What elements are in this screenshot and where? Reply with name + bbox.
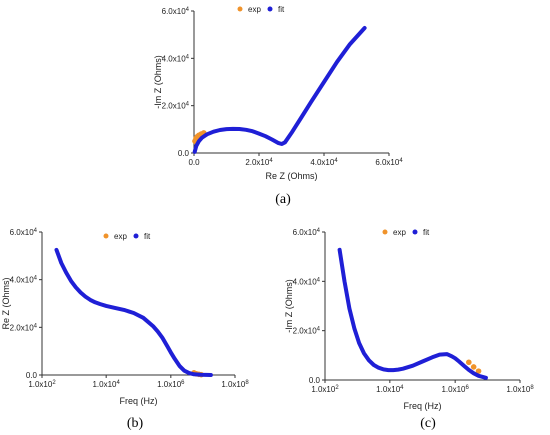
legend-fit-label: fit <box>423 228 430 237</box>
y-tick-label: 0.0 <box>26 371 38 380</box>
x-tick-label: 1.0x104 <box>92 380 120 389</box>
fit-series-line <box>337 247 488 380</box>
legend-fit-marker <box>133 233 139 239</box>
legend-exp-marker <box>103 233 109 239</box>
x-tick-label: 1.0x106 <box>157 380 185 389</box>
chart-panel-b: 0.0 2.0x104 4.0x104 6.0x104 1.0x102 1.0x104 1.… <box>1 228 249 431</box>
x-axis-title: Re Z (Ohms) <box>265 171 317 181</box>
y-tick-label: 2.0x104 <box>162 102 190 111</box>
fit-series-line <box>54 247 213 377</box>
legend-exp-label: exp <box>114 232 127 241</box>
y-tick-label: 0.0 <box>178 149 190 158</box>
legend: exp fit <box>237 5 285 14</box>
y-tick-label: 0.0 <box>309 376 321 385</box>
y-tick-label: 2.0x104 <box>293 327 321 336</box>
legend-fit-label: fit <box>144 232 151 241</box>
legend-fit-marker <box>267 6 273 12</box>
y-tick-label: 6.0x104 <box>10 228 38 237</box>
legend-fit-label: fit <box>278 5 285 14</box>
x-tick-label: 0.0 <box>188 158 200 167</box>
x-tick-label: 1.0x104 <box>376 385 404 394</box>
x-tick-label: 1.0x106 <box>441 385 469 394</box>
legend-exp-marker <box>382 229 388 235</box>
y-axis-title: -Im Z (Ohms) <box>284 279 294 333</box>
y-axis-title: Re Z (Ohms) <box>1 277 11 329</box>
panel-label: (c) <box>420 416 436 431</box>
legend-exp-label: exp <box>248 5 261 14</box>
legend-exp-label: exp <box>393 228 406 237</box>
x-tick-label: 1.0x102 <box>28 380 56 389</box>
y-tick-label: 6.0x104 <box>162 7 190 16</box>
y-axis-title: -Im Z (Ohms) <box>153 55 163 109</box>
x-tick-label: 6.0x104 <box>375 158 403 167</box>
panel-label: (b) <box>127 416 144 431</box>
legend: exp fit <box>103 232 151 241</box>
chart-panel-a: 0.0 2.0x104 4.0x104 6.0x104 0.0 2.0x104 4.0x10… <box>153 5 403 207</box>
legend-fit-marker <box>412 229 418 235</box>
exp-data-point <box>466 359 472 366</box>
legend-exp-marker <box>237 6 243 12</box>
fit-series-line <box>192 26 367 154</box>
x-tick-label: 1.0x108 <box>221 380 249 389</box>
x-tick-label: 1.0x102 <box>311 385 339 394</box>
legend: exp fit <box>382 228 430 237</box>
x-tick-label: 1.0x108 <box>506 385 534 394</box>
y-tick-label: 6.0x104 <box>293 228 321 237</box>
y-tick-label: 4.0x104 <box>293 277 321 286</box>
exp-data-point <box>470 364 477 370</box>
y-tick-label: 4.0x104 <box>10 276 38 285</box>
x-tick-label: 4.0x104 <box>310 158 338 167</box>
chart-panel-c: 0.0 2.0x104 4.0x104 6.0x104 1.0x102 1.0x104 1.… <box>284 228 534 431</box>
y-tick-label: 2.0x104 <box>10 323 38 332</box>
y-tick-label: 4.0x104 <box>162 54 190 63</box>
x-axis-title: Freq (Hz) <box>120 396 158 406</box>
x-tick-label: 2.0x104 <box>245 158 273 167</box>
x-axis-title: Freq (Hz) <box>404 401 442 411</box>
exp-data-point <box>475 368 482 374</box>
panel-label: (a) <box>275 192 291 207</box>
